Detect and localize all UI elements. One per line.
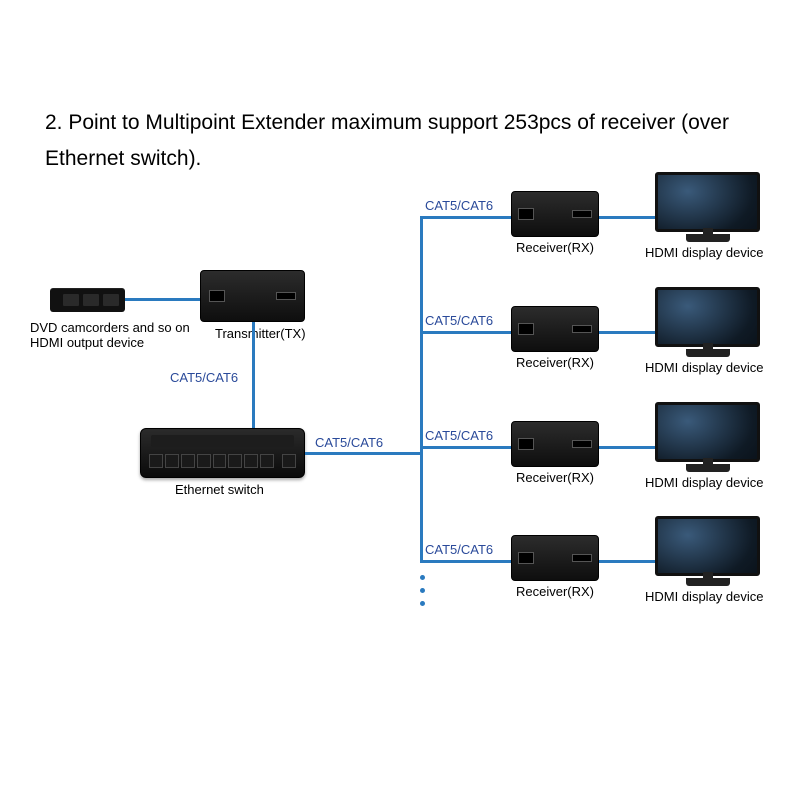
rx3-to-tv <box>599 446 655 449</box>
display-3 <box>655 402 760 472</box>
display-1-label: HDMI display device <box>645 245 764 260</box>
display-2 <box>655 287 760 357</box>
branch-3 <box>420 446 511 449</box>
more-receivers-ellipsis <box>419 575 425 606</box>
branch-1 <box>420 216 511 219</box>
receiver-4 <box>511 535 599 581</box>
display-1 <box>655 172 760 242</box>
receiver-3-label: Receiver(RX) <box>516 470 594 485</box>
display-2-label: HDMI display device <box>645 360 764 375</box>
rx2-to-tv <box>599 331 655 334</box>
display-4-label: HDMI display device <box>645 589 764 604</box>
transmitter-label: Transmitter(TX) <box>215 326 306 341</box>
transmitter-box <box>200 270 305 322</box>
receiver-4-label: Receiver(RX) <box>516 584 594 599</box>
switch-label: Ethernet switch <box>175 482 264 497</box>
diagram-title: 2. Point to Multipoint Extender maximum … <box>45 105 745 176</box>
rx1-to-tv <box>599 216 655 219</box>
branch-3-cable-label: CAT5/CAT6 <box>425 428 493 443</box>
receiver-2-label: Receiver(RX) <box>516 355 594 370</box>
display-3-label: HDMI display device <box>645 475 764 490</box>
switch-trunk-cable-label: CAT5/CAT6 <box>315 435 383 450</box>
dvd-source-device <box>50 288 125 312</box>
cable-tx-to-switch <box>252 322 255 428</box>
receiver-1 <box>511 191 599 237</box>
branch-2-cable-label: CAT5/CAT6 <box>425 313 493 328</box>
receiver-2 <box>511 306 599 352</box>
ethernet-switch <box>140 428 305 478</box>
tx-switch-cable-label: CAT5/CAT6 <box>170 370 238 385</box>
branch-2 <box>420 331 511 334</box>
display-4 <box>655 516 760 586</box>
cable-dvd-to-tx <box>125 298 200 301</box>
receiver-1-label: Receiver(RX) <box>516 240 594 255</box>
cable-switch-to-trunk <box>305 452 423 455</box>
rx4-to-tv <box>599 560 655 563</box>
branch-4-cable-label: CAT5/CAT6 <box>425 542 493 557</box>
trunk-vertical <box>420 217 423 563</box>
branch-4 <box>420 560 511 563</box>
receiver-3 <box>511 421 599 467</box>
branch-1-cable-label: CAT5/CAT6 <box>425 198 493 213</box>
dvd-source-label: DVD camcorders and so on HDMI output dev… <box>30 320 190 350</box>
